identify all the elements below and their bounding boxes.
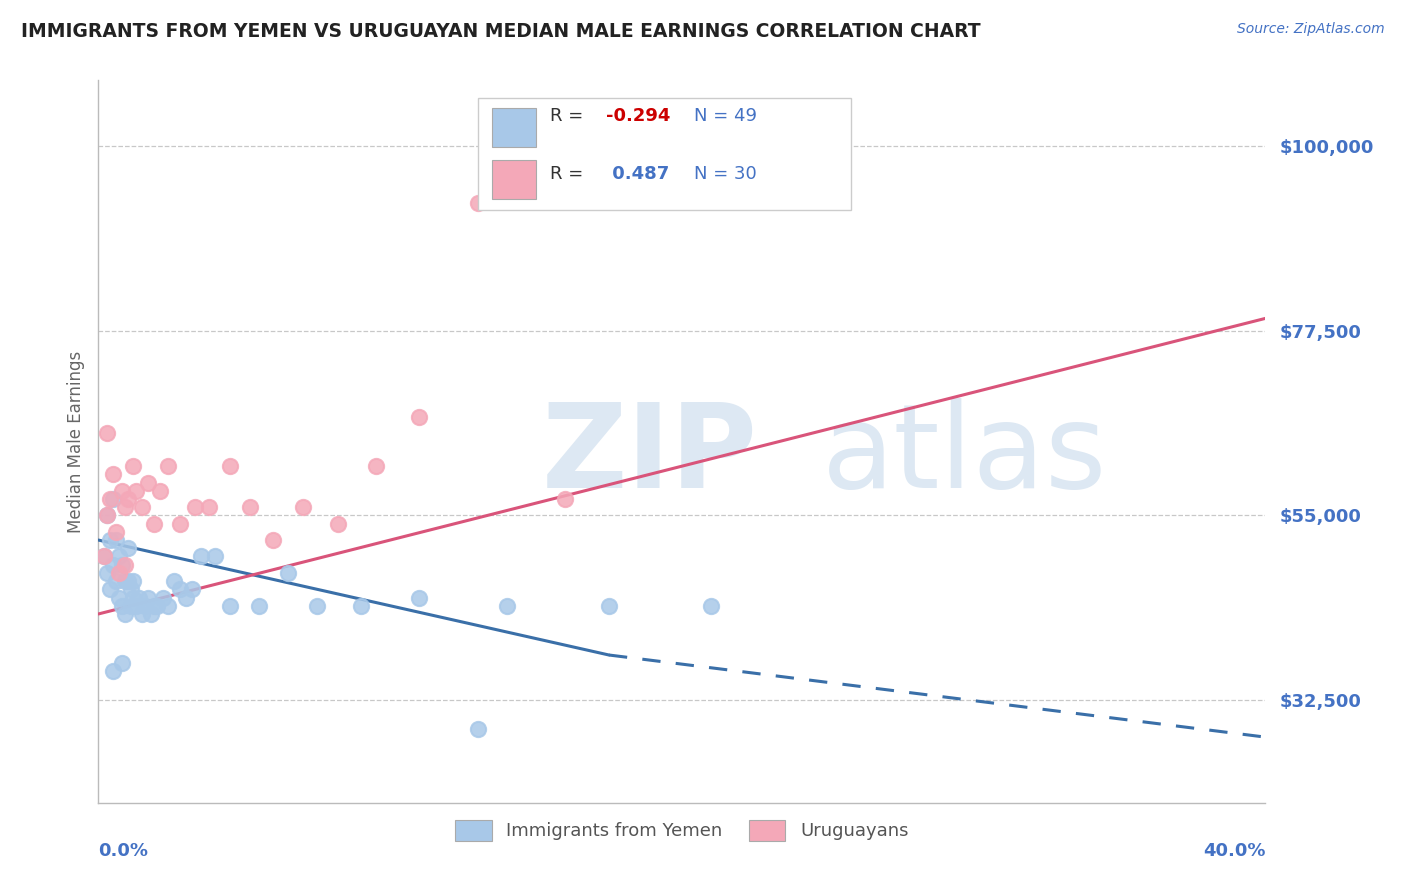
Point (169, 582, 191, 597)
Point (98, 491, 121, 506)
Point (122, 574, 145, 588)
Point (291, 500, 314, 515)
Point (190, 549, 212, 564)
Point (114, 500, 136, 515)
Point (408, 591, 430, 605)
Point (93, 549, 115, 564)
Point (142, 516, 165, 531)
Point (96, 508, 118, 523)
Point (139, 607, 162, 621)
Point (96, 426, 118, 441)
FancyBboxPatch shape (492, 160, 536, 200)
Point (169, 516, 191, 531)
Point (326, 516, 349, 531)
Point (117, 541, 139, 556)
Point (142, 599, 165, 613)
Point (125, 599, 148, 613)
Point (467, 722, 489, 736)
Point (108, 591, 131, 605)
Point (108, 566, 131, 580)
Point (152, 591, 174, 605)
Point (101, 491, 124, 506)
Point (149, 483, 172, 498)
Point (262, 533, 284, 547)
Point (218, 599, 240, 613)
Text: -0.294: -0.294 (606, 107, 671, 126)
Point (204, 549, 226, 564)
Point (111, 657, 134, 671)
Point (122, 591, 145, 605)
Point (120, 582, 142, 597)
Point (93, 549, 115, 564)
Point (174, 591, 197, 605)
Point (408, 409, 430, 424)
Point (180, 582, 202, 597)
Text: 0.0%: 0.0% (98, 842, 149, 860)
Point (101, 558, 124, 572)
Point (247, 599, 270, 613)
Text: N = 49: N = 49 (693, 107, 756, 126)
Point (136, 591, 159, 605)
Point (157, 599, 180, 613)
Point (125, 483, 148, 498)
FancyBboxPatch shape (478, 98, 851, 211)
Text: Source: ZipAtlas.com: Source: ZipAtlas.com (1237, 22, 1385, 37)
Point (218, 459, 240, 474)
Point (350, 599, 373, 613)
Point (131, 500, 153, 515)
Point (120, 599, 142, 613)
Point (98, 582, 121, 597)
Point (554, 491, 576, 506)
Point (104, 524, 127, 539)
Point (198, 500, 221, 515)
Point (117, 491, 139, 506)
Point (104, 574, 127, 588)
Point (111, 558, 134, 572)
Point (183, 500, 205, 515)
Point (307, 599, 329, 613)
Point (117, 574, 139, 588)
Point (128, 591, 150, 605)
Point (157, 459, 180, 474)
Point (108, 549, 131, 564)
Point (104, 533, 127, 547)
Point (96, 508, 118, 523)
Point (134, 599, 156, 613)
Point (114, 574, 136, 588)
Point (114, 558, 136, 572)
Text: R =: R = (550, 107, 589, 126)
Y-axis label: Median Male Earnings: Median Male Earnings (66, 351, 84, 533)
Point (146, 599, 169, 613)
Legend: Immigrants from Yemen, Uruguayans: Immigrants from Yemen, Uruguayans (449, 813, 915, 848)
Text: 0.487: 0.487 (606, 165, 669, 183)
Point (136, 475, 159, 490)
Point (277, 566, 299, 580)
Point (700, 599, 723, 613)
Point (101, 467, 124, 482)
Point (131, 607, 153, 621)
Point (96, 566, 118, 580)
Point (239, 500, 262, 515)
Text: N = 30: N = 30 (693, 165, 756, 183)
Point (364, 459, 387, 474)
Point (114, 607, 136, 621)
Point (467, 196, 489, 211)
Point (163, 574, 186, 588)
Point (111, 599, 134, 613)
Point (122, 459, 145, 474)
Text: IMMIGRANTS FROM YEMEN VS URUGUAYAN MEDIAN MALE EARNINGS CORRELATION CHART: IMMIGRANTS FROM YEMEN VS URUGUAYAN MEDIA… (21, 22, 981, 41)
Point (111, 483, 134, 498)
Text: atlas: atlas (823, 399, 1108, 514)
Point (496, 599, 519, 613)
Point (98, 533, 121, 547)
Point (598, 599, 620, 613)
Text: R =: R = (550, 165, 589, 183)
FancyBboxPatch shape (492, 108, 536, 147)
Point (101, 665, 124, 679)
Text: 40.0%: 40.0% (1204, 842, 1265, 860)
Text: ZIP: ZIP (541, 399, 758, 514)
